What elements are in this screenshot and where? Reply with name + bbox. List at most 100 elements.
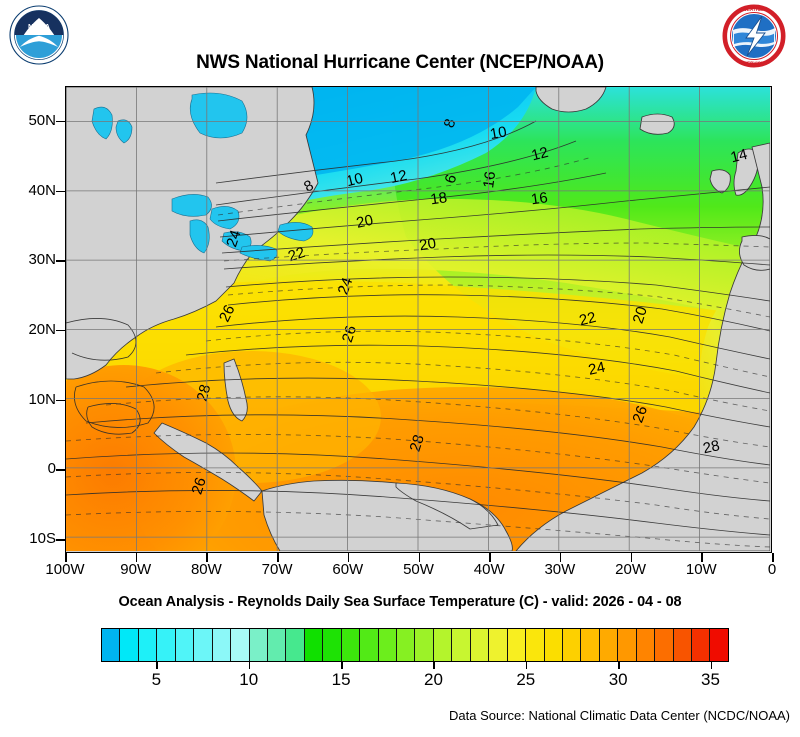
x-tick-label: 80W [190, 561, 222, 578]
data-source-credit: Data Source: National Climatic Data Cent… [449, 708, 790, 723]
x-tick-mark [489, 553, 491, 562]
colorbar-tick-label: 35 [701, 670, 720, 689]
colorbar-band [286, 629, 305, 661]
colorbar-tick-mark [248, 662, 251, 669]
contour-label: 12 [389, 167, 409, 187]
y-tick-mark [56, 120, 65, 123]
colorbar-band [433, 629, 453, 661]
colorbar-band [415, 629, 434, 661]
y-tick-mark [56, 260, 65, 262]
colorbar-band [489, 629, 508, 661]
colorbar-bands[interactable] [101, 628, 729, 662]
colorbar-tick-label: 10 [239, 670, 259, 689]
svg-text:WEATHER: WEATHER [743, 7, 767, 12]
colorbar-band [194, 629, 213, 661]
contour-label: 10 [345, 170, 365, 191]
x-tick-label: 70W [261, 561, 293, 578]
colorbar-band [157, 629, 176, 661]
sst-contours [66, 120, 770, 548]
contour-label: 12 [530, 144, 550, 165]
contour-label: 26 [188, 475, 209, 496]
x-tick-mark [277, 553, 279, 562]
colorbar-tick-mark [156, 662, 158, 669]
contour-label: 24 [223, 228, 244, 249]
contour-label: 26 [629, 404, 651, 425]
colorbar-band [231, 629, 250, 661]
colorbar-band [618, 629, 637, 661]
colorbar-band [599, 629, 619, 661]
colorbar-band [673, 629, 692, 661]
colorbar-tick-mark [525, 662, 528, 669]
y-tick-mark [56, 190, 65, 193]
map-graticule [66, 87, 770, 551]
y-tick-label: 0 [47, 460, 56, 478]
colorbar-band [175, 629, 195, 661]
colorbar-band [636, 629, 656, 661]
colorbar-band [267, 629, 287, 661]
colorbar-band [526, 629, 545, 661]
contour-label: 24 [335, 275, 357, 296]
colorbar-tick-label: 20 [424, 670, 443, 689]
colorbar-tick-label: 25 [516, 670, 536, 689]
colorbar-tick-mark [433, 662, 435, 669]
x-tick-label: 30W [544, 561, 576, 578]
contour-label: 16 [530, 189, 549, 208]
colorbar-tick-label: 15 [331, 670, 351, 689]
colorbar-band [360, 629, 379, 661]
colorbar-band [304, 629, 324, 661]
colorbar-band [378, 629, 397, 661]
great-lakes [91, 92, 314, 262]
y-axis: 50N 40N 30N 20N 10N 0 10S [0, 0, 56, 737]
x-tick-label: 50W [403, 561, 434, 578]
y-tick-mark [56, 469, 65, 471]
contour-label: 26 [339, 323, 360, 344]
y-tick-label: 10N [28, 390, 56, 408]
x-tick-mark [135, 553, 138, 562]
y-tick-label: 30N [28, 251, 56, 269]
contour-label: 26 [216, 302, 239, 324]
colorbar-band [138, 629, 158, 661]
colorbar-band [692, 629, 711, 661]
contour-label: 10 [489, 123, 508, 143]
sst-map-plot-area[interactable]: 8 10 12 14 8 10 12 6 16 18 16 24 20 20 22 24 26 26 22 20 24 2… [65, 86, 772, 553]
y-tick-label: 50N [28, 111, 56, 129]
colorbar[interactable] [101, 628, 729, 662]
colorbar-tick-label: 30 [608, 670, 628, 689]
y-tick-label: 10S [29, 530, 56, 548]
x-tick-label: 20W [615, 561, 647, 578]
page-title: NWS National Hurricane Center (NCEP/NOAA… [196, 52, 604, 73]
colorbar-band [341, 629, 361, 661]
colorbar-band [249, 629, 268, 661]
colorbar-band [655, 629, 674, 661]
colorbar-tick-mark [710, 662, 713, 669]
colorbar-band [102, 629, 121, 661]
y-tick-mark [56, 399, 65, 402]
noaa-logo-text: NOAA [28, 22, 51, 31]
x-tick-mark [559, 553, 562, 562]
svg-text:SERVICE: SERVICE [744, 60, 764, 65]
colorbar-band [452, 629, 471, 661]
x-tick-label: 0 [767, 561, 777, 578]
colorbar-tick-mark [618, 662, 620, 669]
colorbar-ticks [101, 662, 729, 674]
colorbar-tick-mark [341, 662, 343, 669]
contour-label: 28 [407, 433, 428, 454]
x-tick-mark [630, 553, 633, 562]
colorbar-band [212, 629, 232, 661]
x-tick-mark [347, 553, 350, 562]
x-tick-mark [65, 553, 67, 562]
colorbar-tick-labels: 5 10 15 20 25 30 35 [0, 670, 800, 696]
nws-logo: WEATHER SERVICE [722, 4, 786, 68]
colorbar-band [323, 629, 342, 661]
y-tick-mark [56, 539, 65, 541]
y-tick-label: 20N [28, 320, 56, 338]
x-tick-label: 90W [120, 561, 152, 578]
contour-label: 24 [587, 359, 607, 379]
contour-label: 28 [701, 437, 721, 457]
x-tick-label: 10W [685, 561, 717, 578]
colorbar-band [581, 629, 600, 661]
colorbar-band [397, 629, 416, 661]
colorbar-tick-label: 5 [151, 670, 162, 689]
